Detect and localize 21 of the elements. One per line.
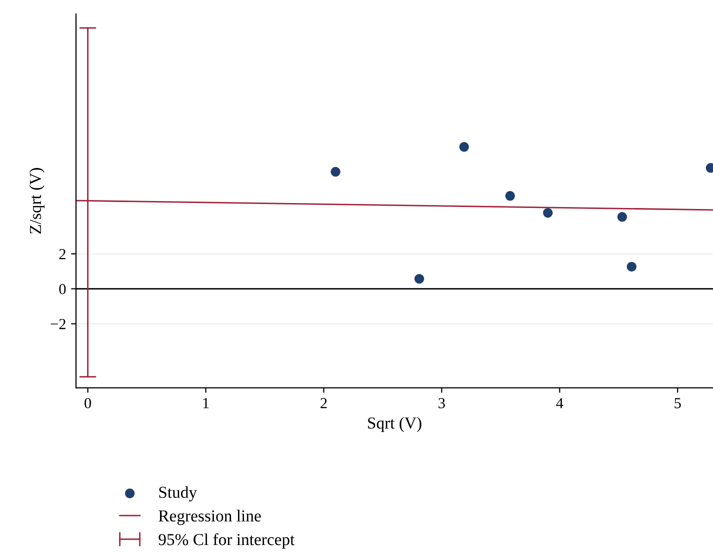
point bbox=[330, 166, 340, 177]
point bbox=[505, 191, 515, 201]
legend-label: 95% Cl for intercept bbox=[158, 533, 295, 549]
y-axis-title: Z/sqrt (V) bbox=[29, 168, 44, 234]
x-tick-label: 2 bbox=[320, 398, 327, 408]
y-tick-label: 0 bbox=[59, 284, 66, 294]
point bbox=[414, 274, 424, 284]
x-axis-title: Sqrt (V) bbox=[368, 416, 422, 432]
point bbox=[617, 212, 628, 222]
x-tick-label: 3 bbox=[438, 398, 445, 408]
point bbox=[626, 262, 636, 272]
y-tick-label: 2 bbox=[59, 248, 66, 260]
x-tick-label: 4 bbox=[556, 398, 564, 408]
legend-label: Regression line bbox=[158, 510, 261, 525]
point bbox=[542, 208, 553, 218]
y-tick-label: −2 bbox=[50, 318, 66, 330]
legend-label: Study bbox=[159, 486, 197, 502]
x-tick-label: 0 bbox=[84, 398, 92, 408]
x-tick-label: 5 bbox=[674, 398, 681, 408]
point bbox=[459, 142, 469, 152]
x-tick-label: 1 bbox=[203, 398, 209, 408]
